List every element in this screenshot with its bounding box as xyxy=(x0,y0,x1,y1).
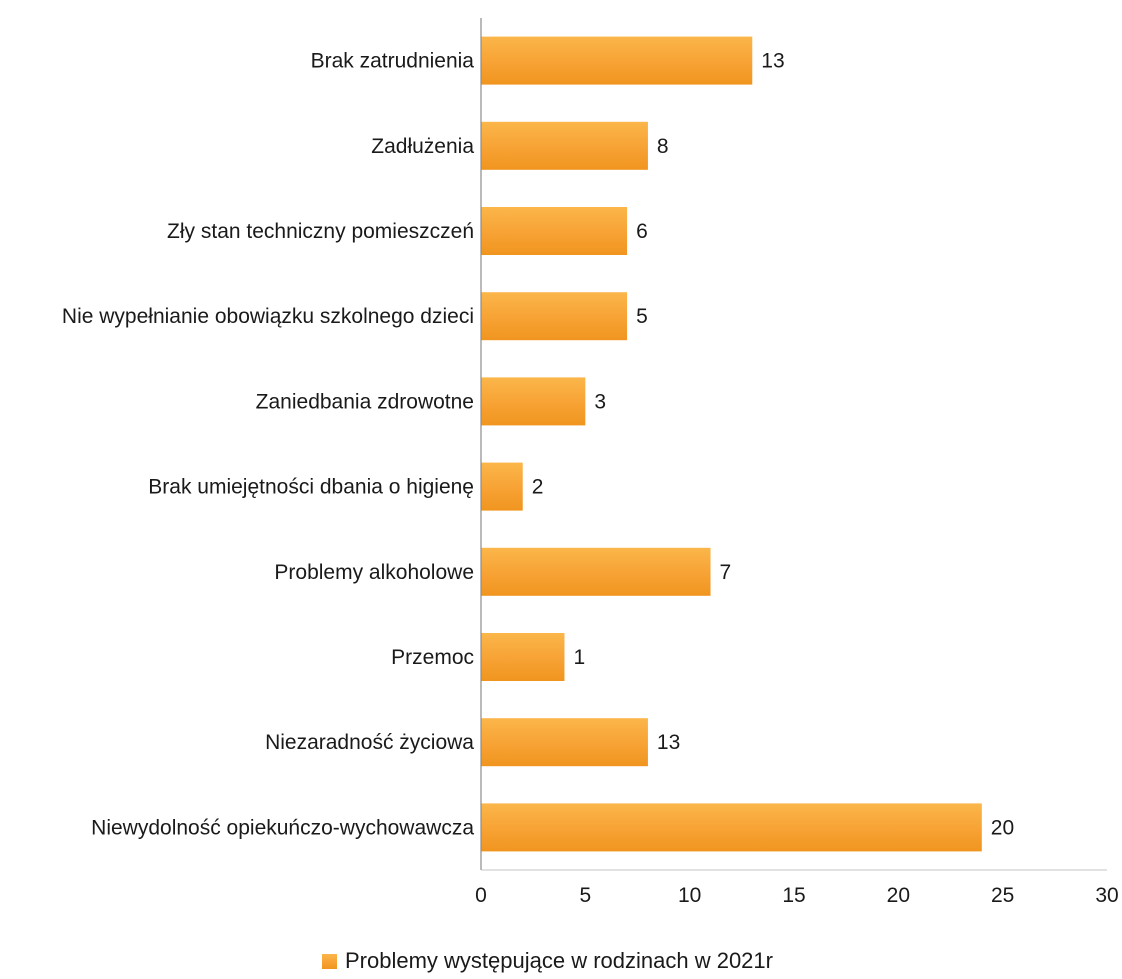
category-label: Przemoc xyxy=(391,646,474,669)
bar xyxy=(481,547,711,596)
data-label: 8 xyxy=(657,135,669,158)
data-label: 13 xyxy=(657,731,680,754)
x-tick-label: 5 xyxy=(579,884,591,907)
data-label: 2 xyxy=(532,476,544,499)
category-label: Brak zatrudnienia xyxy=(311,50,475,73)
data-label: 1 xyxy=(573,646,585,669)
category-label: Brak umiejętności dbania o higienę xyxy=(148,476,474,499)
legend-swatch xyxy=(322,954,337,969)
category-label: Problemy alkoholowe xyxy=(274,561,474,584)
category-label: Zły stan techniczny pomieszczeń xyxy=(167,220,474,243)
bar xyxy=(481,36,753,85)
data-label: 3 xyxy=(594,390,606,413)
bar xyxy=(481,462,523,511)
category-label: Niezaradność życiowa xyxy=(265,731,474,754)
legend: Problemy występujące w rodzinach w 2021r xyxy=(322,948,773,973)
bar xyxy=(481,803,982,852)
x-tick-label: 10 xyxy=(678,884,701,907)
axis-layer xyxy=(480,18,1107,871)
bar xyxy=(481,377,586,426)
category-label: Niewydolność opiekuńczo-wychowawcza xyxy=(91,816,474,839)
bar xyxy=(481,121,648,170)
bars-layer xyxy=(481,36,982,852)
data-label: 13 xyxy=(761,50,784,73)
bar xyxy=(481,292,628,341)
x-tick-label: 0 xyxy=(475,884,487,907)
data-label: 6 xyxy=(636,220,648,243)
bar xyxy=(481,633,565,681)
data-label: 7 xyxy=(720,561,732,584)
x-tick-label: 15 xyxy=(782,884,805,907)
bar xyxy=(481,718,648,767)
x-tick-label: 20 xyxy=(887,884,910,907)
x-tick-label: 25 xyxy=(991,884,1014,907)
bar xyxy=(481,207,628,255)
data-label: 5 xyxy=(636,305,648,328)
x-ticks-layer: 0 5 10 15 20 25 30 xyxy=(475,884,1119,907)
legend-label: Problemy występujące w rodzinach w 2021r xyxy=(345,948,773,973)
data-label: 20 xyxy=(991,816,1014,839)
category-label: Nie wypełnianie obowiązku szkolnego dzie… xyxy=(62,305,474,328)
x-tick-label: 30 xyxy=(1095,884,1118,907)
category-label: Zaniedbania zdrowotne xyxy=(256,390,474,413)
category-label: Zadłużenia xyxy=(371,135,474,158)
